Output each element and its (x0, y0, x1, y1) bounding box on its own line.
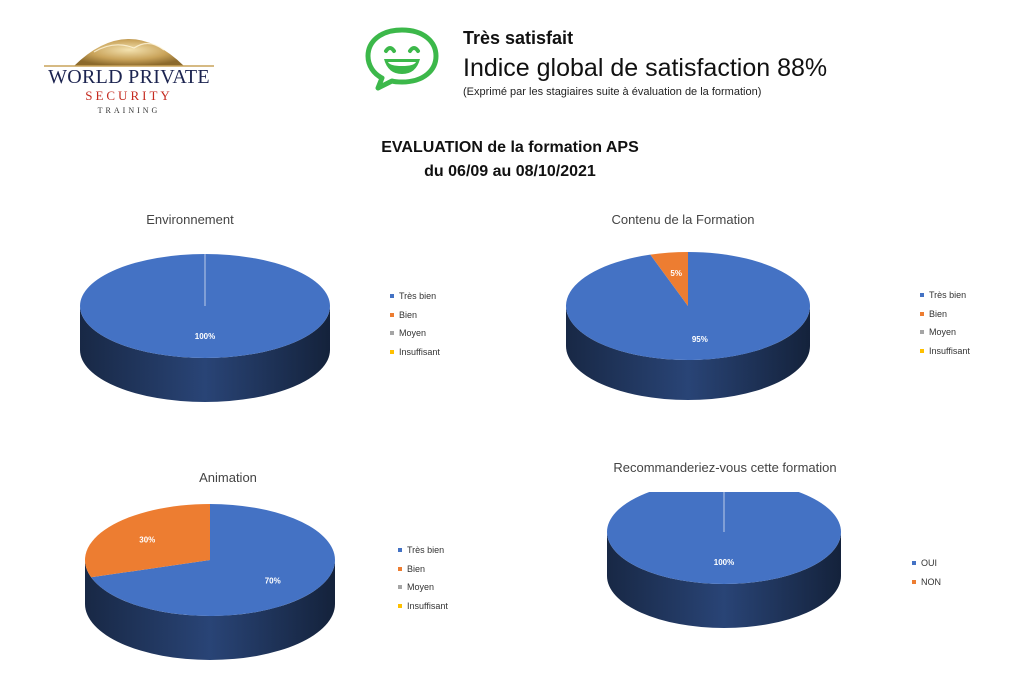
data-label-0: 100% (714, 558, 734, 567)
legend-label: Bien (929, 308, 948, 319)
pie-slice-tres-bien (91, 504, 335, 616)
pie-slice-bien (85, 504, 210, 578)
satisfaction-note: (Exprimé par les stagiaires suite à éval… (463, 86, 762, 98)
globe-logo-icon (44, 39, 214, 67)
legend-label: Très bien (929, 290, 967, 301)
company-logo: WORLD PRIVATE SECURITY TRAINING (34, 22, 224, 115)
logo-line-3: TRAINING (97, 106, 161, 115)
legend-label: Très bien (407, 545, 445, 556)
legend-label: Insuffisant (407, 600, 448, 611)
legend-label: OUI (921, 558, 938, 569)
report-title: EVALUATION de la formation APS du 06/09 … (340, 136, 680, 184)
legend-label: Moyen (929, 327, 957, 338)
report-title-line-1: EVALUATION de la formation APS (381, 139, 639, 156)
legend-swatch (390, 331, 394, 336)
pie-side-wall (85, 560, 335, 660)
legend-recommandation: OUI NON (912, 554, 941, 591)
chart-title-contenu: Contenu de la Formation (611, 212, 755, 227)
legend-item: Très bien (398, 541, 448, 560)
data-label-0: 100% (195, 332, 215, 341)
legend-swatch (390, 349, 394, 354)
legend-item: Insuffisant (920, 342, 970, 361)
legend-label: NON (921, 576, 941, 587)
legend-label: Très bien (399, 291, 437, 302)
pie-chart-animation: 70% 30% (85, 504, 335, 660)
satisfaction-label: Très satisfait (463, 28, 574, 48)
legend-swatch (920, 293, 924, 298)
legend-swatch (912, 561, 916, 566)
legend-environnement: Très bien Bien Moyen Insuffisant (390, 287, 440, 361)
chart-title-animation: Animation (199, 470, 257, 485)
pie-side-wall (566, 306, 810, 400)
legend-item: Insuffisant (398, 597, 448, 616)
legend-item: Bien (398, 560, 448, 579)
legend-swatch (390, 294, 394, 299)
legend-item: NON (912, 573, 941, 592)
legend-item: Moyen (390, 324, 440, 343)
legend-swatch (398, 603, 402, 608)
legend-swatch (920, 330, 924, 335)
chart-title-recommandation: Recommanderiez-vous cette formation (613, 460, 837, 475)
pie-chart-contenu: 95% 5% (566, 252, 810, 400)
data-label-1: 5% (670, 269, 682, 278)
legend-label: Bien (407, 563, 426, 574)
pie-side-wall (80, 306, 330, 402)
legend-label: Moyen (407, 582, 435, 593)
legend-item: OUI (912, 554, 941, 573)
pie-chart-environnement: 100% (80, 254, 330, 402)
smiley-speech-bubble-icon (360, 26, 444, 92)
legend-item: Très bien (920, 286, 970, 305)
legend-swatch (390, 312, 394, 317)
satisfaction-index: Indice global de satisfaction 88% (463, 54, 828, 82)
legend-swatch (398, 585, 402, 590)
pie-chart-recommandation: 100% (607, 492, 841, 628)
legend-contenu: Très bien Bien Moyen Insuffisant (920, 286, 970, 360)
legend-animation: Très bien Bien Moyen Insuffisant (398, 541, 448, 615)
legend-label: Insuffisant (929, 345, 970, 356)
legend-swatch (398, 566, 402, 571)
pie-slice-oui (607, 492, 841, 584)
legend-item: Moyen (398, 578, 448, 597)
legend-swatch (398, 548, 402, 553)
legend-item: Bien (920, 305, 970, 324)
legend-item: Insuffisant (390, 343, 440, 362)
pie-side-wall (607, 532, 841, 628)
legend-item: Moyen (920, 323, 970, 342)
logo-line-2: SECURITY (85, 88, 173, 103)
legend-item: Bien (390, 306, 440, 325)
chart-title-environnement: Environnement (146, 212, 234, 227)
legend-swatch (912, 579, 916, 584)
report-title-line-2: du 06/09 au 08/10/2021 (424, 163, 596, 180)
legend-label: Moyen (399, 328, 427, 339)
legend-swatch (920, 348, 924, 353)
data-label-1: 30% (139, 536, 155, 545)
logo-line-1: WORLD PRIVATE (48, 66, 210, 88)
legend-swatch (920, 311, 924, 316)
legend-label: Bien (399, 309, 418, 320)
data-label-0: 70% (265, 576, 281, 585)
legend-item: Très bien (390, 287, 440, 306)
data-label-0: 95% (692, 335, 708, 344)
pie-slice-bien (650, 252, 688, 306)
legend-label: Insuffisant (399, 346, 440, 357)
